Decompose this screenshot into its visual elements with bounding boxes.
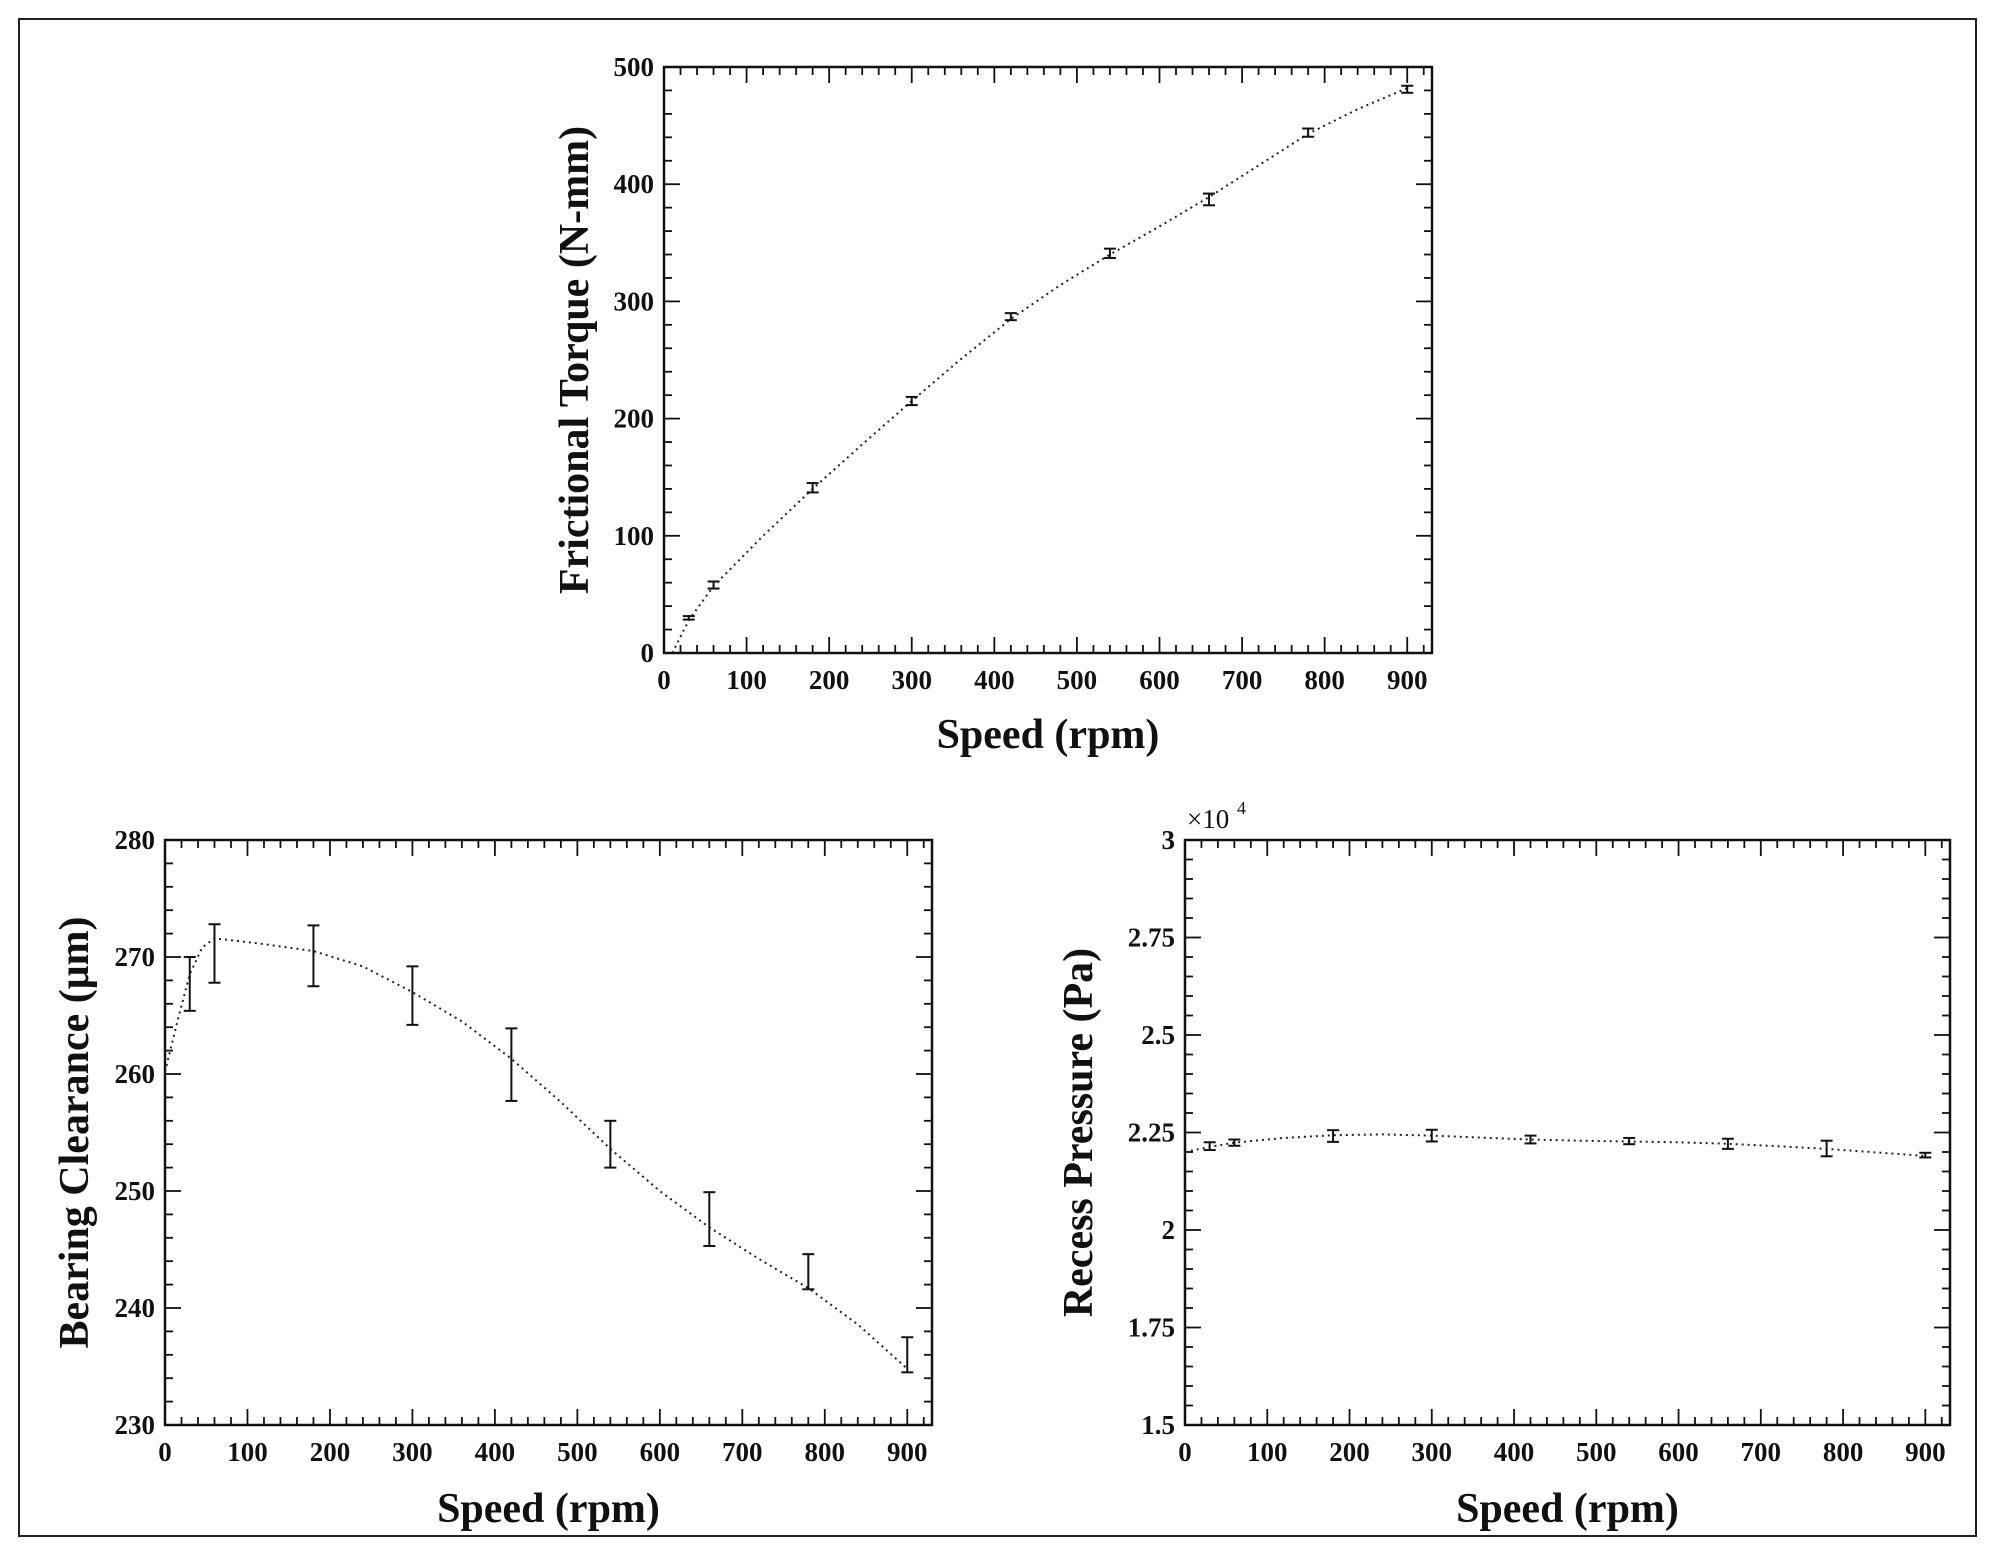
y-tick-label: 240 <box>115 1293 156 1323</box>
y-tick-label: 0 <box>641 638 655 668</box>
x-tick-label: 200 <box>1329 1437 1370 1467</box>
y-tick-label: 250 <box>115 1176 156 1206</box>
error-bar <box>1524 1134 1537 1145</box>
x-tick-label: 400 <box>475 1437 516 1467</box>
chart-clearance: 0 100 200 300 400 500 600 700 800 900 230 240 250 260… <box>52 825 934 1532</box>
x-tick-label: 200 <box>310 1437 351 1467</box>
x-axis-title: Speed (rpm) <box>1456 1486 1679 1532</box>
error-bar <box>1302 127 1315 138</box>
y-tick-label: 300 <box>614 286 655 316</box>
x-tick-label: 500 <box>1057 665 1098 695</box>
y-tick-label: 2.5 <box>1141 1020 1175 1050</box>
series-line <box>671 87 1408 653</box>
y-tick-label: 100 <box>614 521 655 551</box>
error-bar <box>208 923 221 984</box>
x-tick-label: 800 <box>1304 665 1345 695</box>
x-tick-label: 800 <box>1823 1437 1864 1467</box>
y-tick-label: 500 <box>614 52 655 82</box>
y-tick-label: 280 <box>115 825 156 855</box>
x-tick-label: 0 <box>158 1437 172 1467</box>
error-bar <box>1820 1139 1833 1158</box>
error-bar <box>1228 1138 1241 1147</box>
x-tick-label: 700 <box>1222 665 1263 695</box>
x-tick-label: 900 <box>1387 665 1428 695</box>
error-bar <box>1004 312 1017 322</box>
y-tick-label: 200 <box>614 404 655 434</box>
error-bar <box>682 615 695 621</box>
series-line <box>165 937 908 1370</box>
y-axis-title: Frictional Torque (N-mm) <box>552 126 598 594</box>
y-tick-label: 400 <box>614 169 655 199</box>
y-tick-label: 1.75 <box>1128 1313 1175 1343</box>
error-bar <box>604 1119 617 1169</box>
x-tick-label: 800 <box>805 1437 846 1467</box>
plot-frame <box>163 838 934 1427</box>
x-tick-label: 500 <box>557 1437 598 1467</box>
x-tick-label: 900 <box>1905 1437 1946 1467</box>
x-tick-label: 200 <box>809 665 850 695</box>
x-tick-label: 600 <box>1139 665 1180 695</box>
error-bar <box>1425 1128 1438 1143</box>
y-tick-label: 270 <box>115 942 156 972</box>
x-tick-label: 100 <box>227 1437 268 1467</box>
x-tick-label: 700 <box>1741 1437 1782 1467</box>
x-tick-label: 400 <box>1494 1437 1535 1467</box>
y-multiplier-label: ×10 <box>1187 804 1229 834</box>
y-tick-label: 2.75 <box>1128 923 1175 953</box>
x-tick-label: 900 <box>887 1437 928 1467</box>
x-axis-title: Speed (rpm) <box>437 1486 660 1532</box>
figure-frame <box>18 18 1977 1537</box>
x-tick-label: 600 <box>1658 1437 1699 1467</box>
error-bar <box>901 1336 914 1374</box>
plot-frame <box>1183 838 1952 1427</box>
error-bar <box>307 924 320 988</box>
x-tick-label: 300 <box>1412 1437 1453 1467</box>
error-bar <box>505 1027 518 1102</box>
x-tick-label: 700 <box>722 1437 763 1467</box>
y-multiplier-exponent: 4 <box>1237 798 1246 818</box>
y-tick-label: 1.5 <box>1141 1410 1175 1440</box>
error-bar <box>1203 1141 1216 1152</box>
x-tick-label: 100 <box>1247 1437 1288 1467</box>
error-bar <box>1203 192 1216 207</box>
error-bar <box>1721 1137 1734 1150</box>
x-tick-label: 300 <box>891 665 932 695</box>
y-tick-label: 2.25 <box>1128 1118 1175 1148</box>
x-tick-label: 100 <box>726 665 767 695</box>
error-bar <box>1401 84 1414 94</box>
error-bar <box>1919 1151 1932 1159</box>
series-line <box>1185 1133 1926 1157</box>
y-tick-label: 3 <box>1162 825 1176 855</box>
error-bar <box>905 395 918 407</box>
plot-frame <box>662 65 1434 655</box>
chart-pressure: 0 100 200 300 400 500 600 700 800 900 1.5 1.75 2 2.25… <box>1056 798 1952 1532</box>
x-tick-label: 600 <box>640 1437 681 1467</box>
error-bar <box>707 580 720 590</box>
y-axis-title: Recess Pressure (Pa) <box>1056 948 1102 1317</box>
x-tick-label: 300 <box>392 1437 433 1467</box>
error-bar <box>1327 1129 1340 1143</box>
error-bar <box>802 1253 815 1291</box>
error-bar <box>183 956 196 1012</box>
y-tick-label: 2 <box>1162 1215 1176 1245</box>
error-bar <box>1623 1136 1636 1146</box>
y-tick-label: 230 <box>115 1410 156 1440</box>
x-tick-label: 0 <box>1178 1437 1192 1467</box>
chart-torque: 0 100 200 300 400 500 600 700 800 900 0 100 200 300 40… <box>552 52 1434 758</box>
y-tick-label: 260 <box>115 1059 156 1089</box>
x-tick-label: 500 <box>1576 1437 1617 1467</box>
x-tick-label: 0 <box>657 665 671 695</box>
error-bar <box>806 482 819 494</box>
y-axis-title: Bearing Clearance (μm) <box>52 916 98 1348</box>
error-bar <box>703 1191 716 1247</box>
error-bar <box>1103 247 1116 260</box>
x-axis-title: Speed (rpm) <box>937 712 1160 758</box>
x-tick-label: 400 <box>974 665 1015 695</box>
error-bar <box>406 965 419 1026</box>
